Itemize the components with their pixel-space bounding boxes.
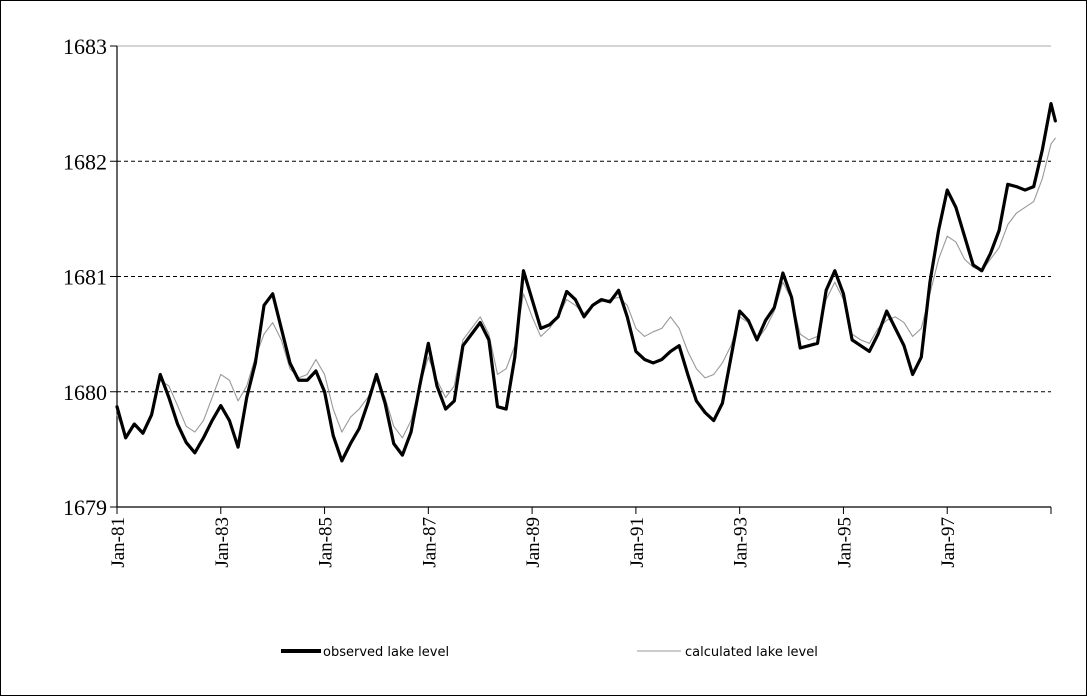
x-tick-label: Jan-87 — [419, 517, 440, 568]
x-tick-label: Jan-93 — [731, 517, 752, 568]
x-tick-label: Jan-89 — [523, 517, 544, 568]
x-tick-labels: Jan-81 Jan-83 Jan-85 Jan-87 Jan-89 Jan-91 Jan-… — [108, 517, 959, 568]
series-observed-line — [115, 102, 1057, 463]
y-tick-label: 1680 — [63, 380, 107, 405]
series-lines — [115, 102, 1057, 463]
x-tick-label: Jan-95 — [834, 517, 855, 568]
legend-label-observed: observed lake level — [323, 645, 449, 660]
x-tick-label: Jan-97 — [938, 517, 959, 568]
y-tick-label: 1682 — [63, 149, 107, 174]
x-tick-label: Jan-81 — [108, 517, 129, 568]
y-tick-label: 1683 — [63, 34, 107, 59]
y-tick-label: 1679 — [63, 495, 107, 520]
x-tick-label: Jan-85 — [316, 517, 337, 568]
series-calculated-line — [116, 137, 1056, 439]
x-tick-label: Jan-83 — [212, 517, 233, 568]
x-tick-label: Jan-91 — [627, 517, 648, 568]
gridlines — [117, 45, 1051, 393]
y-tick-label: 1681 — [63, 265, 107, 290]
legend: observed lake level calculated lake leve… — [281, 645, 818, 660]
axes — [110, 45, 1052, 514]
y-tick-labels: 1679 1680 1681 1682 1683 — [63, 34, 107, 520]
legend-label-calculated: calculated lake level — [685, 645, 818, 660]
